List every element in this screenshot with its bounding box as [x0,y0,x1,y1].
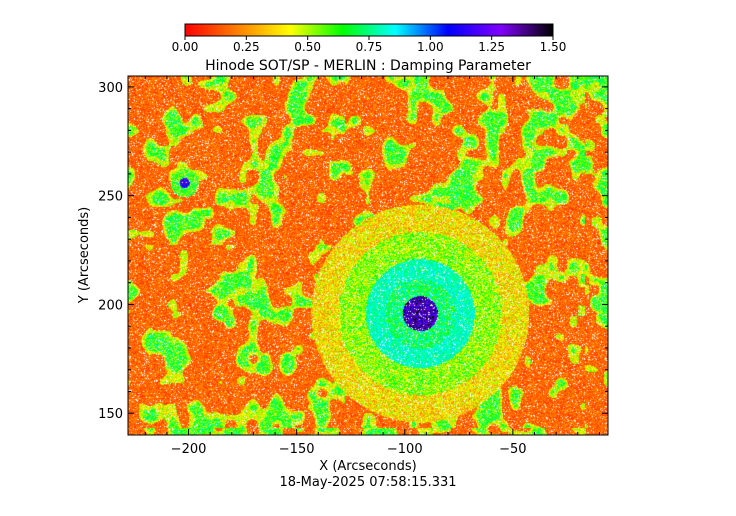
colorbar [185,24,553,36]
colorbar-tick-label-1: 0.25 [233,40,260,54]
colorbar-tick-label-5: 1.25 [478,40,505,54]
colorbar-tick-label-2: 0.50 [294,40,321,54]
timestamp-footer: 18-May-2025 07:58:15.331 [279,475,456,490]
y-tick-label-0: 150 [98,407,123,422]
y-tick-label-1: 200 [98,298,123,313]
x-tick-label-3: −50 [499,442,526,457]
plot-frame [127,75,609,436]
y-axis-label: Y (Arcseconds) [77,207,92,304]
colorbar-tick-label-0: 0.00 [172,40,199,54]
x-axis-label: X (Arcseconds) [319,459,416,474]
colorbar-tick-label-4: 1.00 [417,40,444,54]
x-axis: −200 −150 −100 −50 [144,76,600,457]
x-tick-label-0: −200 [171,442,207,457]
x-tick-label-2: −100 [387,442,423,457]
colorbar-ticks: 0.00 0.25 0.50 0.75 1.00 1.25 1.50 [172,23,567,54]
x-tick-label-1: −150 [279,442,315,457]
colorbar-tick-label-6: 1.50 [540,40,567,54]
y-axis: 150 200 250 300 [98,81,608,422]
heatmap-image [128,76,608,435]
y-tick-label-3: 300 [98,81,123,96]
colorbar-tick-label-3: 0.75 [356,40,383,54]
colorbar-frame [184,23,554,37]
y-tick-label-2: 250 [98,190,123,205]
chart-title: Hinode SOT/SP - MERLIN : Damping Paramet… [205,58,531,74]
